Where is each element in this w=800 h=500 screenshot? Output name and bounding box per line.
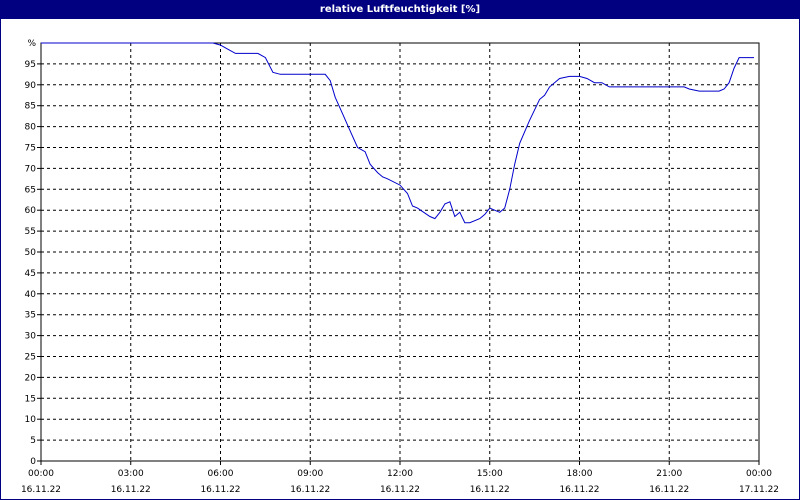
x-tick-time-label: 21:00 bbox=[656, 469, 682, 479]
y-tick-label: 95 bbox=[25, 60, 36, 70]
x-tick-time-label: 06:00 bbox=[208, 469, 234, 479]
x-tick-time-label: 09:00 bbox=[297, 469, 323, 479]
y-tick-label: 90 bbox=[25, 81, 37, 91]
chart-title: relative Luftfeuchtigkeit [%] bbox=[1, 1, 799, 19]
x-tick-date-label: 16.11.22 bbox=[559, 485, 599, 495]
x-tick-date-label: 16.11.22 bbox=[649, 485, 689, 495]
x-tick-date-label: 16.11.22 bbox=[380, 485, 420, 495]
y-tick-label: 70 bbox=[25, 164, 37, 174]
y-tick-label: 25 bbox=[25, 353, 36, 363]
y-tick-label: 15 bbox=[25, 394, 36, 404]
y-tick-label: 30 bbox=[25, 332, 37, 342]
x-tick-date-label: 16.11.22 bbox=[111, 485, 151, 495]
plot-area-border bbox=[40, 42, 760, 462]
y-tick-label: 85 bbox=[25, 102, 36, 112]
y-tick-label: 50 bbox=[25, 248, 37, 258]
y-tick-label: 10 bbox=[25, 415, 37, 425]
y-tick-label: 65 bbox=[25, 185, 36, 195]
x-tick-date-label: 17.11.22 bbox=[739, 485, 779, 495]
y-tick-label: 40 bbox=[25, 290, 37, 300]
x-tick-date-label: 16.11.22 bbox=[21, 485, 61, 495]
y-tick-label: 75 bbox=[25, 144, 36, 154]
y-unit-label: % bbox=[27, 39, 36, 49]
x-tick-date-label: 16.11.22 bbox=[290, 485, 330, 495]
x-tick-time-label: 15:00 bbox=[477, 469, 503, 479]
x-tick-date-label: 16.11.22 bbox=[200, 485, 240, 495]
y-tick-label: 55 bbox=[25, 227, 36, 237]
y-tick-label: 45 bbox=[25, 269, 36, 279]
y-tick-label: 20 bbox=[25, 373, 37, 383]
x-tick-time-label: 12:00 bbox=[387, 469, 413, 479]
x-tick-time-label: 00:00 bbox=[28, 469, 54, 479]
y-tick-label: 5 bbox=[30, 436, 36, 446]
y-tick-label: 0 bbox=[30, 457, 36, 467]
y-tick-label: 60 bbox=[25, 206, 37, 216]
humidity-series-line bbox=[41, 42, 754, 224]
x-tick-time-label: 18:00 bbox=[567, 469, 593, 479]
x-tick-time-label: 03:00 bbox=[118, 469, 144, 479]
x-tick-date-label: 16.11.22 bbox=[470, 485, 510, 495]
y-tick-label: 80 bbox=[25, 123, 37, 133]
y-tick-label: 35 bbox=[25, 311, 36, 321]
x-tick-time-label: 00:00 bbox=[746, 469, 772, 479]
